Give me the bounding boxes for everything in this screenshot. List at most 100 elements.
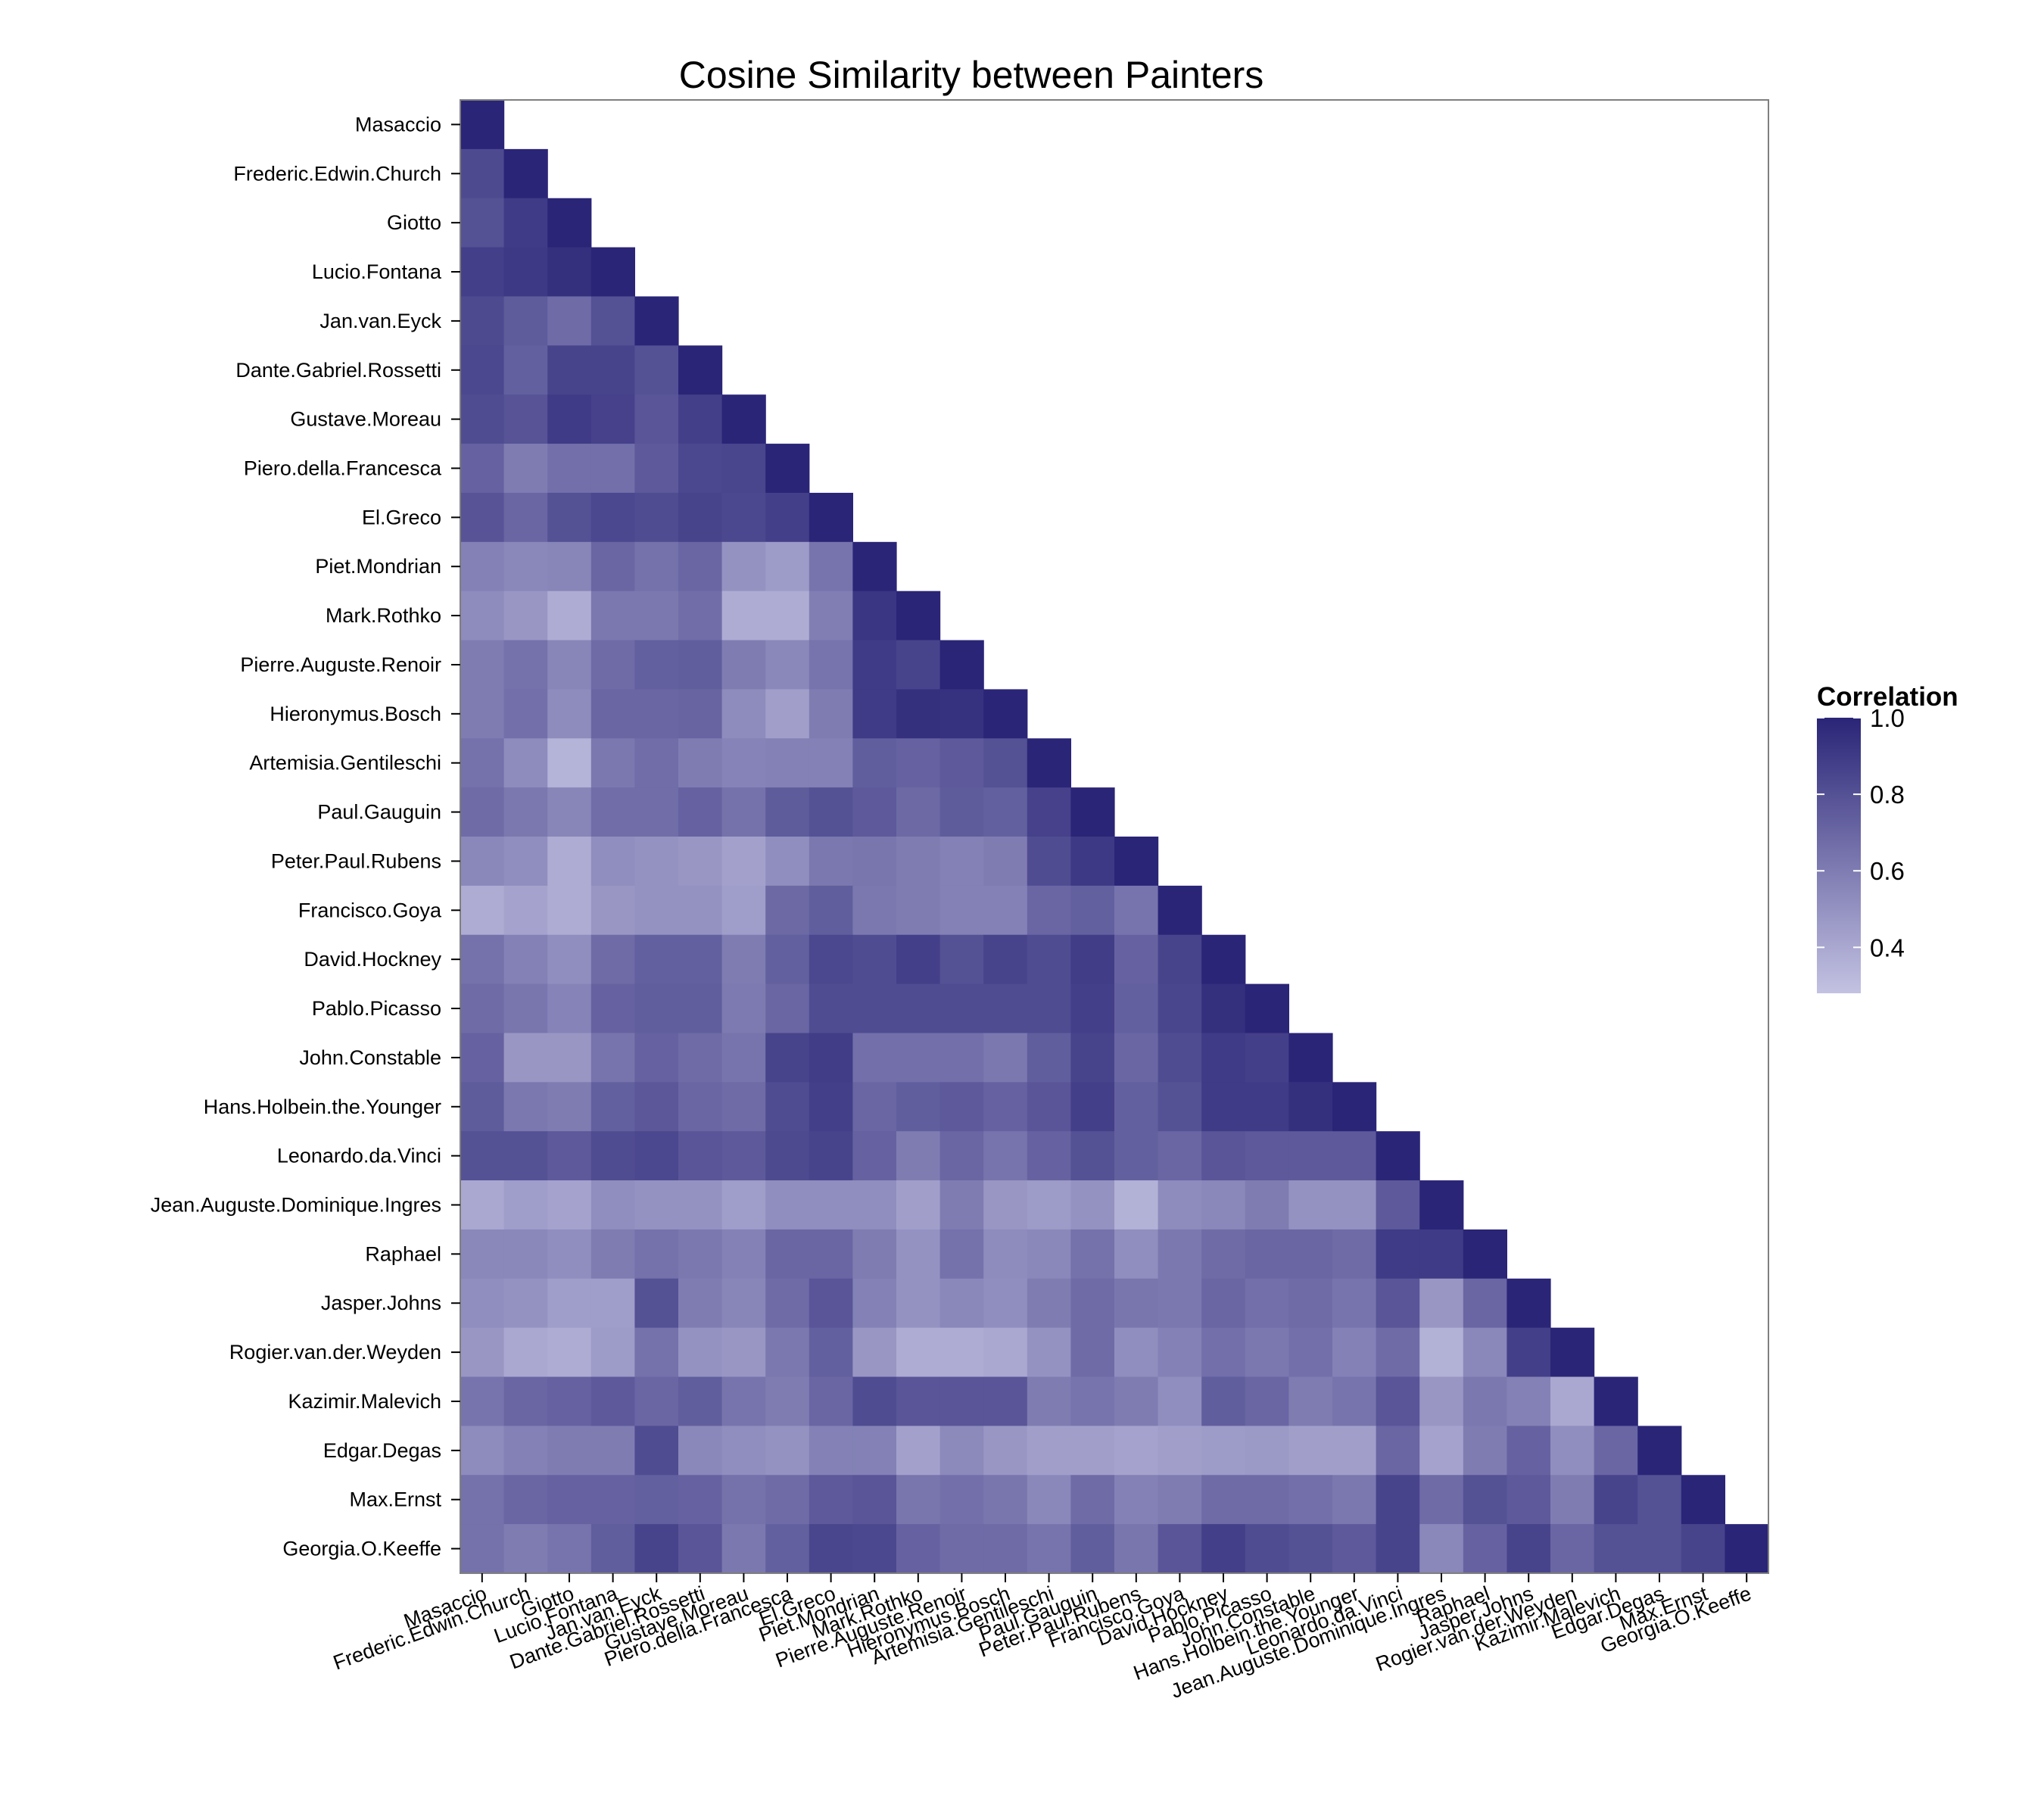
heatmap-cell [765,1475,810,1525]
heatmap-cell [852,1180,897,1230]
heatmap-cell [1201,1082,1246,1132]
heatmap-cell [460,983,505,1034]
y-tick-label: Leonardo.da.Vinci [277,1145,441,1167]
heatmap-cell [1594,1426,1638,1476]
heatmap-cell [1550,1475,1595,1525]
heatmap-cell [678,689,723,739]
heatmap-cell [939,1524,984,1574]
heatmap-cell [721,1131,766,1181]
heatmap-cell [1070,1033,1115,1083]
heatmap-cell [1594,1524,1638,1574]
heatmap-cell [939,1033,984,1083]
heatmap-cell [678,837,723,887]
heatmap-cell [678,1229,723,1279]
heatmap-cell [460,541,505,592]
y-tick-label: Frederic.Edwin.Church [233,162,441,185]
heatmap-cell [1550,1524,1595,1574]
heatmap-cell [634,1327,679,1378]
heatmap-cell [547,444,592,494]
heatmap-cell [503,1180,548,1230]
heatmap-cell [460,394,505,444]
heatmap-cell [721,885,766,936]
heatmap-cell [1245,1327,1289,1378]
heatmap-cell [983,738,1028,788]
heatmap-cell [547,787,592,837]
heatmap-cell [1201,1426,1246,1476]
heatmap-cell [634,1376,679,1426]
heatmap-cell [678,1278,723,1329]
heatmap-cell [678,444,723,494]
heatmap-cell [503,1278,548,1329]
heatmap-cell [1288,1426,1333,1476]
heatmap-cell [503,885,548,936]
heatmap-cell [1158,1082,1202,1132]
heatmap-cell [1114,1082,1159,1132]
heatmap-cell [547,492,592,543]
heatmap-cell [983,934,1028,985]
heatmap-cell [547,1327,592,1378]
heatmap-cell [896,591,941,641]
heatmap-cell [1158,934,1202,985]
heatmap-cell [678,738,723,788]
heatmap-cell [1027,1475,1071,1525]
heatmap-cell [1594,1475,1638,1525]
heatmap-cell [678,492,723,543]
heatmap-cell [460,1376,505,1426]
heatmap-cell [1245,1278,1289,1329]
heatmap-cell [503,837,548,887]
heatmap-cell [1332,1376,1377,1426]
heatmap-cell [1114,837,1159,887]
heatmap-cell [634,738,679,788]
heatmap-cell [983,885,1028,936]
heatmap-cell [1245,1033,1289,1083]
heatmap-cell [547,1082,592,1132]
heatmap-cell [634,885,679,936]
heatmap-cell [503,247,548,298]
heatmap-cell [503,689,548,739]
heatmap-cell [765,837,810,887]
heatmap-cell [1201,1131,1246,1181]
heatmap-cell [1245,1475,1289,1525]
heatmap-cell [1201,1475,1246,1525]
heatmap-cell [1158,1426,1202,1476]
y-tick-label: Mark.Rothko [326,604,441,627]
heatmap-cell [1637,1524,1682,1574]
heatmap-cell [1507,1524,1551,1574]
heatmap-cell [721,444,766,494]
heatmap-cell [590,591,635,641]
heatmap-cell [590,394,635,444]
heatmap-cell [896,1475,941,1525]
heatmap-cell [1070,1229,1115,1279]
heatmap-cell [809,492,853,543]
heatmap-cell [634,541,679,592]
heatmap-cell [983,1131,1028,1181]
heatmap-cell [1158,1475,1202,1525]
heatmap-cell [1419,1376,1464,1426]
heatmap-cell [809,1426,853,1476]
heatmap-cell [939,934,984,985]
heatmap-cell [1158,1327,1202,1378]
heatmap-cell [634,345,679,395]
heatmap-cell [678,541,723,592]
heatmap-cell [765,983,810,1034]
heatmap-cell [1158,1278,1202,1329]
heatmap-cell [896,1033,941,1083]
heatmap-cell [852,1033,897,1083]
heatmap-cell [1376,1426,1420,1476]
heatmap-cell [896,1524,941,1574]
heatmap-cell [547,1033,592,1083]
heatmap-cell [983,1327,1028,1378]
heatmap-cell [721,738,766,788]
heatmap-cell [460,1426,505,1476]
heatmap-cell [460,492,505,543]
heatmap-cell [896,1131,941,1181]
heatmap-cell [634,983,679,1034]
heatmap-cell [896,1278,941,1329]
heatmap-cell [809,1180,853,1230]
heatmap-cell [1681,1475,1725,1525]
heatmap-cell [590,1180,635,1230]
heatmap-cell [1158,1131,1202,1181]
heatmap-cell [809,1033,853,1083]
heatmap-cell [983,1524,1028,1574]
